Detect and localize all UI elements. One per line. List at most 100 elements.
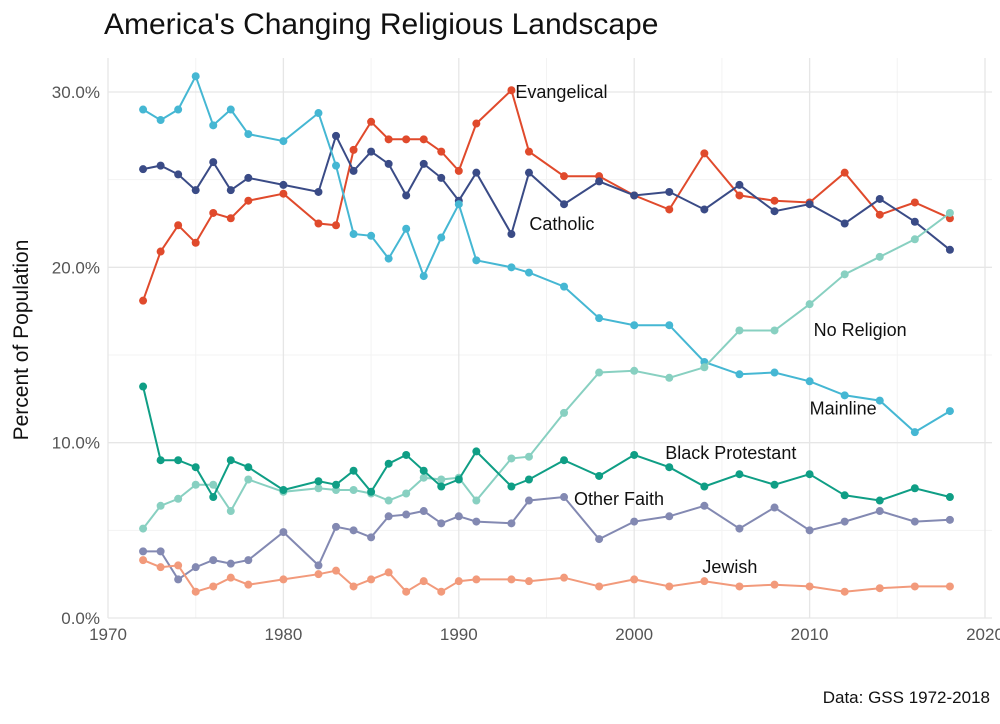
no-religion-point (139, 524, 148, 533)
black-protestant-point (437, 482, 446, 491)
evangelical-point (507, 86, 516, 95)
no-religion-point (805, 300, 814, 309)
evangelical-point (279, 189, 288, 198)
other-faith-point (840, 517, 849, 526)
mainline-line (142, 73, 951, 434)
catholic-point (279, 180, 288, 189)
mainline-point (595, 314, 604, 323)
evangelical-point (665, 205, 674, 214)
other-faith-point (524, 496, 533, 505)
evangelical-point (402, 135, 411, 144)
catholic-point (524, 168, 533, 177)
mainline-point (507, 263, 516, 272)
evangelical-point (735, 191, 744, 200)
no-religion-point (419, 473, 428, 482)
mainline-point (472, 256, 481, 265)
mainline-point (209, 121, 218, 130)
catholic-point (402, 191, 411, 200)
other-faith-point (875, 507, 884, 516)
other-faith-point (226, 559, 235, 568)
jewish-point (805, 582, 814, 591)
mainline-point (840, 391, 849, 400)
y-tick-label: 20.0% (52, 258, 100, 277)
black-protestant-point (524, 475, 533, 484)
other-faith-point (507, 519, 516, 528)
catholic-point (840, 219, 849, 228)
black-protestant-point (630, 450, 639, 459)
black-protestant-point (279, 486, 288, 495)
catholic-point (367, 147, 376, 156)
mainline-point (524, 268, 533, 277)
evangelical-point (332, 221, 341, 230)
black-protestant-point (472, 447, 481, 456)
jewish-point (700, 577, 709, 586)
series-label: Other Faith (574, 489, 664, 509)
jewish-point (665, 582, 674, 591)
no-religion-point (174, 494, 183, 503)
series-black-protestant (139, 382, 954, 505)
black-protestant-point (244, 463, 253, 472)
mainline-point (630, 321, 639, 330)
mainline-point (560, 282, 569, 291)
series-mainline (139, 72, 954, 437)
other-faith-point (735, 524, 744, 533)
mainline-point (402, 224, 411, 233)
y-tick-label: 10.0% (52, 434, 100, 453)
jewish-point (191, 587, 200, 596)
catholic-point (875, 194, 884, 203)
jewish-point (630, 575, 639, 584)
series-no-religion (139, 208, 954, 533)
no-religion-point (437, 475, 446, 484)
catholic-point (244, 173, 253, 182)
x-tick-label: 1970 (89, 625, 127, 644)
series-label: Catholic (529, 214, 594, 234)
jewish-point (384, 568, 393, 577)
jewish-point (226, 573, 235, 582)
other-faith-point (139, 547, 148, 556)
mainline-point (437, 233, 446, 242)
no-religion-point (770, 326, 779, 335)
black-protestant-point (805, 470, 814, 479)
x-tick-labels: 1970 1980 1990 2000 2010 2020 (89, 625, 1000, 644)
evangelical-point (349, 145, 358, 154)
black-protestant-point (910, 484, 919, 493)
x-tick-label: 2000 (615, 625, 653, 644)
evangelical-point (156, 247, 165, 256)
grid (107, 58, 992, 619)
black-protestant-point (209, 493, 218, 502)
black-protestant-point (156, 456, 165, 465)
catholic-point (910, 217, 919, 226)
series-label: No Religion (814, 320, 907, 340)
black-protestant-point (174, 456, 183, 465)
other-faith-point (384, 512, 393, 521)
no-religion-point (226, 507, 235, 516)
black-protestant-point (139, 382, 148, 391)
mainline-point (910, 428, 919, 437)
jewish-point (770, 580, 779, 589)
jewish-point (945, 582, 954, 591)
black-protestant-point (314, 477, 323, 486)
catholic-point (945, 245, 954, 254)
chart-title: America's Changing Religious Landscape (104, 8, 658, 41)
evangelical-line (142, 88, 951, 301)
black-protestant-point (945, 493, 954, 502)
catholic-point (209, 158, 218, 167)
evangelical-point (419, 135, 428, 144)
evangelical-point (560, 172, 569, 181)
other-faith-point (402, 510, 411, 519)
series-label: Mainline (810, 398, 877, 418)
evangelical-point (875, 210, 884, 219)
other-faith-point (332, 522, 341, 531)
evangelical-point (472, 119, 481, 128)
x-tick-label: 1980 (264, 625, 302, 644)
evangelical-point (700, 149, 709, 158)
catholic-point (384, 159, 393, 168)
no-religion-line (142, 212, 951, 530)
black-protestant-point (349, 466, 358, 475)
caption: Data: GSS 1972-2018 (823, 688, 990, 707)
mainline-point (191, 72, 200, 81)
black-protestant-point (875, 496, 884, 505)
catholic-point (437, 173, 446, 182)
no-religion-point (630, 366, 639, 375)
